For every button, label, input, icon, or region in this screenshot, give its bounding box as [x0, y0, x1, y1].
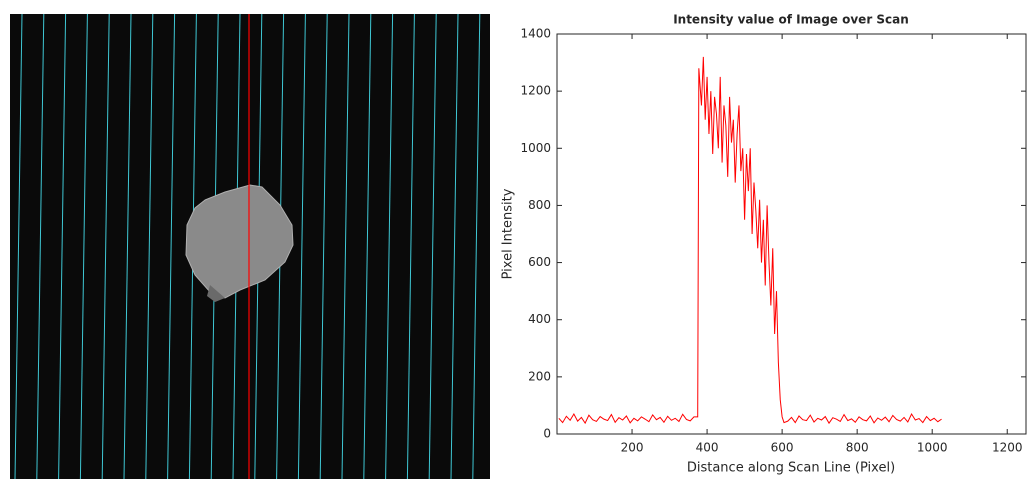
- y-tick-label: 1000: [520, 141, 551, 155]
- x-tick-label: 600: [771, 441, 794, 455]
- y-tick-label: 600: [528, 255, 551, 269]
- scan-line: [450, 13, 459, 479]
- chart-title: Intensity value of Image over Scan: [673, 13, 909, 27]
- scan-line: [297, 13, 306, 479]
- scan-image: [10, 13, 490, 479]
- data-line: [558, 56, 942, 425]
- x-axis-label: Distance along Scan Line (Pixel): [687, 461, 895, 476]
- scan-line: [319, 13, 328, 479]
- scan-line: [363, 13, 372, 479]
- scan-line: [79, 13, 88, 479]
- y-tick-label: 200: [528, 369, 551, 383]
- scan-line: [145, 13, 154, 479]
- scan-line: [428, 13, 437, 479]
- x-tick-label: 1200: [992, 441, 1023, 455]
- plot-area: [557, 34, 1026, 434]
- asteroid-fragment: [207, 285, 225, 302]
- scan-line: [123, 13, 132, 479]
- y-tick-label: 0: [543, 427, 551, 441]
- scan-line: [36, 13, 45, 479]
- scan-line: [341, 13, 350, 479]
- scan-line: [101, 13, 110, 479]
- x-tick-label: 1000: [917, 441, 948, 455]
- scan-line: [58, 13, 67, 479]
- y-tick-label: 1200: [520, 84, 551, 98]
- y-tick-label: 800: [528, 198, 551, 212]
- x-tick-label: 800: [846, 441, 869, 455]
- scan-line: [14, 13, 23, 479]
- x-tick-label: 400: [696, 441, 719, 455]
- scan-line: [406, 13, 415, 479]
- scan-line: [385, 13, 394, 479]
- y-tick-label: 1400: [520, 27, 551, 41]
- asteroid: [185, 184, 294, 299]
- x-tick-label: 200: [621, 441, 644, 455]
- scan-line: [472, 13, 481, 479]
- y-tick-label: 400: [528, 312, 551, 326]
- plot-frame: [556, 33, 1027, 435]
- scan-line: [167, 13, 176, 479]
- y-axis-label: Pixel Intensity: [501, 188, 516, 279]
